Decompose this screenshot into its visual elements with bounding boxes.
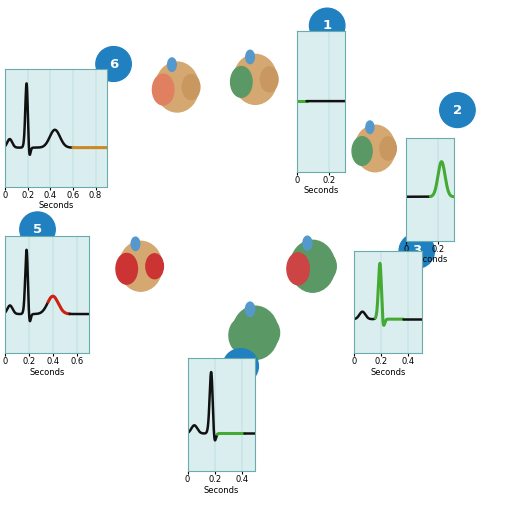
Text: 3: 3 [412,244,421,258]
X-axis label: Seconds: Seconds [29,368,65,377]
Ellipse shape [352,137,372,165]
X-axis label: Seconds: Seconds [39,201,73,210]
Circle shape [399,233,435,268]
Ellipse shape [168,58,176,71]
Ellipse shape [156,62,199,112]
Text: 2: 2 [453,103,462,117]
Text: 6: 6 [109,57,118,71]
Ellipse shape [131,237,140,250]
Text: 5: 5 [33,223,42,236]
Ellipse shape [287,253,309,285]
Ellipse shape [303,236,312,250]
X-axis label: Seconds: Seconds [303,186,339,195]
Ellipse shape [246,50,254,63]
Ellipse shape [260,67,278,92]
Ellipse shape [290,240,335,292]
Ellipse shape [229,319,252,352]
Text: 4: 4 [236,359,245,373]
Circle shape [440,93,475,127]
Ellipse shape [355,125,395,172]
X-axis label: Seconds: Seconds [413,255,448,264]
Circle shape [96,47,131,81]
Ellipse shape [116,253,138,284]
Ellipse shape [182,75,200,99]
X-axis label: Seconds: Seconds [204,485,239,495]
Text: 1: 1 [322,19,332,32]
Ellipse shape [261,319,280,346]
Circle shape [20,212,55,247]
Circle shape [223,349,258,383]
Ellipse shape [146,254,164,279]
Ellipse shape [234,54,277,104]
Ellipse shape [232,306,278,359]
Ellipse shape [119,241,162,291]
Ellipse shape [245,302,255,316]
Ellipse shape [318,253,336,279]
Circle shape [309,8,345,43]
Ellipse shape [153,74,174,105]
Ellipse shape [380,137,396,160]
X-axis label: Seconds: Seconds [370,368,406,377]
Ellipse shape [366,121,374,134]
Ellipse shape [231,67,252,97]
